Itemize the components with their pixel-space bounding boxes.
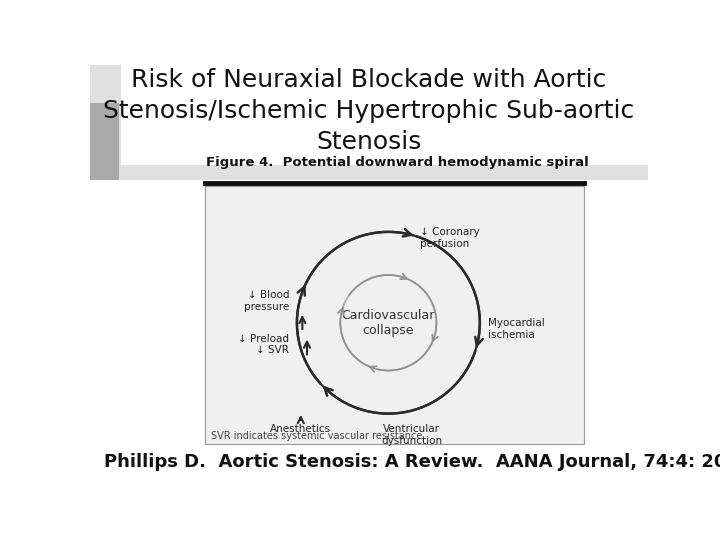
Text: Risk of Neuraxial Blockade with Aortic
Stenosis/Ischemic Hypertrophic Sub-aortic: Risk of Neuraxial Blockade with Aortic S… (104, 69, 634, 154)
Text: SVR indicates systemic vascular resistance.: SVR indicates systemic vascular resistan… (211, 430, 426, 441)
Bar (90, 103, 120, 180)
Text: Myocardial
ischemia: Myocardial ischemia (487, 318, 544, 340)
Text: ↓ Blood
pressure: ↓ Blood pressure (244, 291, 289, 312)
Text: Figure 4.  Potential downward hemodynamic spiral: Figure 4. Potential downward hemodynamic… (206, 156, 589, 168)
Text: Ventricular
dysfunction: Ventricular dysfunction (381, 424, 442, 446)
Text: Phillips D.  Aortic Stenosis: A Review.  AANA Journal, 74:4: 2006: Phillips D. Aortic Stenosis: A Review. A… (104, 454, 720, 471)
Bar (90, 65, 648, 180)
Bar (121, 65, 648, 165)
Text: Anesthetics: Anesthetics (270, 424, 331, 434)
Bar (204, 186, 585, 444)
Text: Cardiovascular
collapse: Cardiovascular collapse (342, 309, 435, 337)
Text: ↓ Coronary
perfusion: ↓ Coronary perfusion (420, 227, 480, 249)
Text: ↓ Preload
↓ SVR: ↓ Preload ↓ SVR (238, 334, 289, 355)
